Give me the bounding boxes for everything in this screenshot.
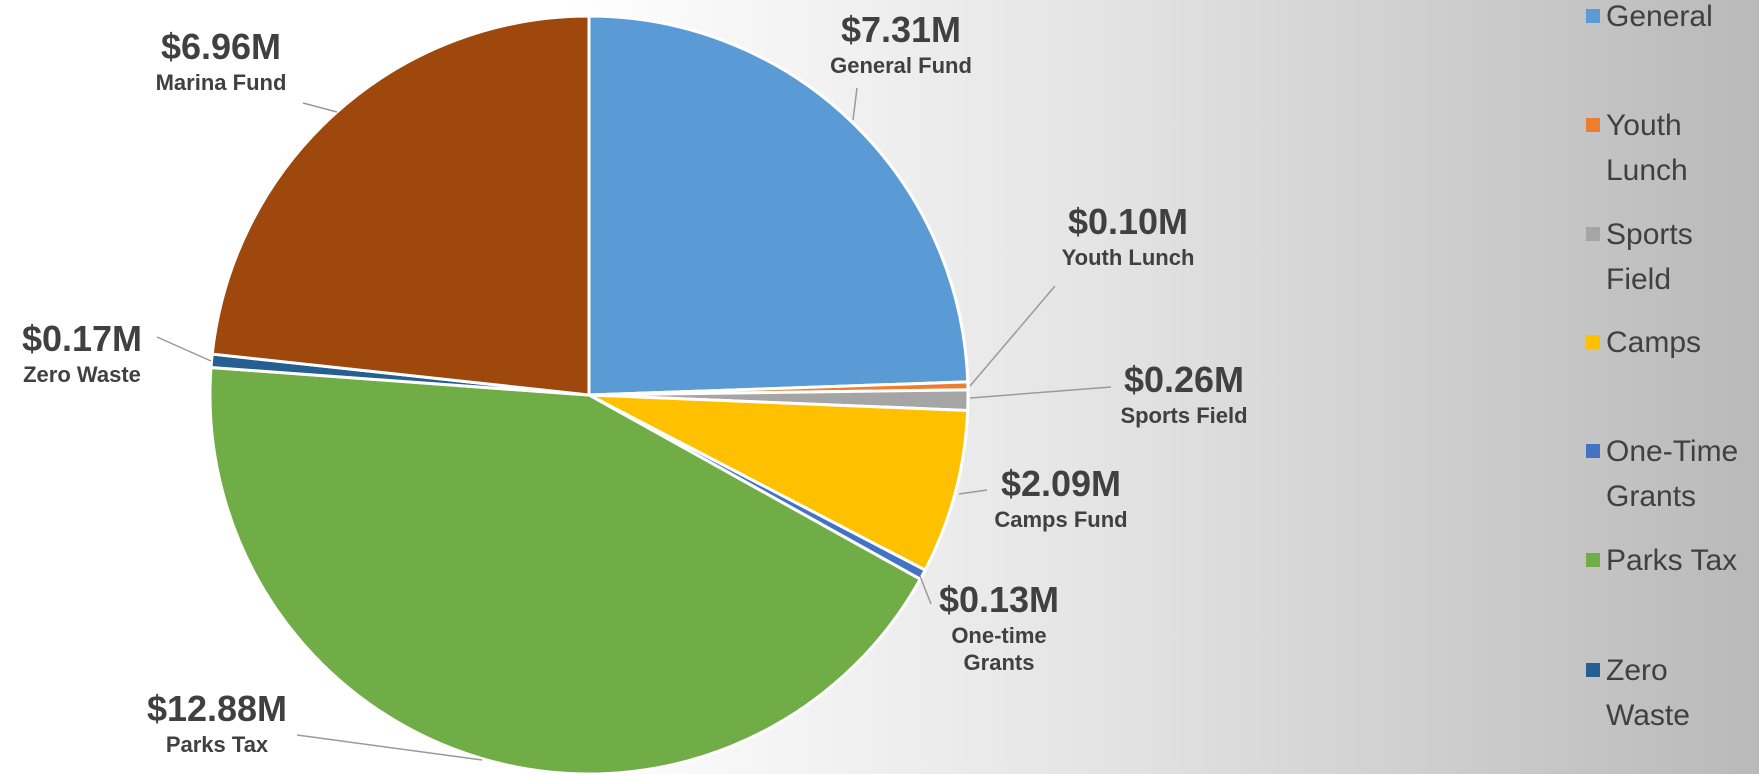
- legend-label: Camps: [1606, 320, 1756, 365]
- legend-swatch: [1586, 335, 1600, 349]
- legend-label: Parks Tax: [1606, 538, 1756, 583]
- legend-item: Camps: [1586, 320, 1756, 365]
- category-label: Youth Lunch: [1028, 245, 1228, 271]
- page: $7.31MGeneral Fund$0.10MYouth Lunch$0.26…: [0, 0, 1759, 774]
- legend-swatch: [1586, 227, 1600, 241]
- legend-swatch: [1586, 118, 1600, 132]
- legend-swatch: [1586, 663, 1600, 677]
- category-label: Marina Fund: [121, 70, 321, 96]
- value-label: $2.09M: [961, 462, 1161, 505]
- value-label: $6.96M: [121, 25, 321, 68]
- chart: [0, 0, 1759, 774]
- legend-swatch: [1586, 9, 1600, 23]
- legend-swatch: [1586, 553, 1600, 567]
- legend-swatch: [1586, 444, 1600, 458]
- legend-item: Sports Field: [1586, 212, 1756, 302]
- category-label: Parks Tax: [107, 732, 327, 758]
- pie: [210, 16, 968, 774]
- legend-label: General: [1606, 0, 1756, 39]
- value-label: $0.13M: [934, 578, 1064, 621]
- value-label: $0.26M: [1084, 358, 1284, 401]
- legend-item: Youth Lunch: [1586, 103, 1756, 193]
- category-label: Camps Fund: [961, 507, 1161, 533]
- legend-label: Sports Field: [1606, 212, 1756, 302]
- legend-item: One-Time Grants: [1586, 429, 1756, 519]
- legend-label: Zero Waste: [1606, 648, 1756, 738]
- category-label: Sports Field: [1084, 403, 1284, 429]
- legend-label: Youth Lunch: [1606, 103, 1756, 193]
- legend-label: One-Time Grants: [1606, 429, 1756, 519]
- value-label: $7.31M: [801, 8, 1001, 51]
- legend-item: Zero Waste: [1586, 648, 1756, 738]
- leader-line: [303, 103, 337, 112]
- value-label: $12.88M: [107, 687, 327, 730]
- category-label: One-time Grants: [934, 623, 1064, 676]
- category-label: Zero Waste: [0, 362, 182, 388]
- value-label: $0.17M: [0, 317, 182, 360]
- legend-item: Parks Tax: [1586, 538, 1756, 583]
- legend-item: General: [1586, 0, 1756, 39]
- value-label: $0.10M: [1028, 200, 1228, 243]
- category-label: General Fund: [801, 53, 1001, 79]
